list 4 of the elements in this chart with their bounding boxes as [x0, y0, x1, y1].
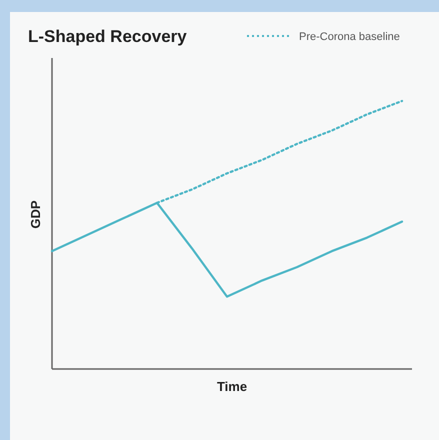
y-axis-title: GDP	[28, 200, 43, 229]
legend-label: Pre-Corona baseline	[299, 31, 400, 43]
x-axis-title: Time	[216, 379, 248, 394]
chart-title: L-Shaped Recovery	[28, 27, 188, 46]
